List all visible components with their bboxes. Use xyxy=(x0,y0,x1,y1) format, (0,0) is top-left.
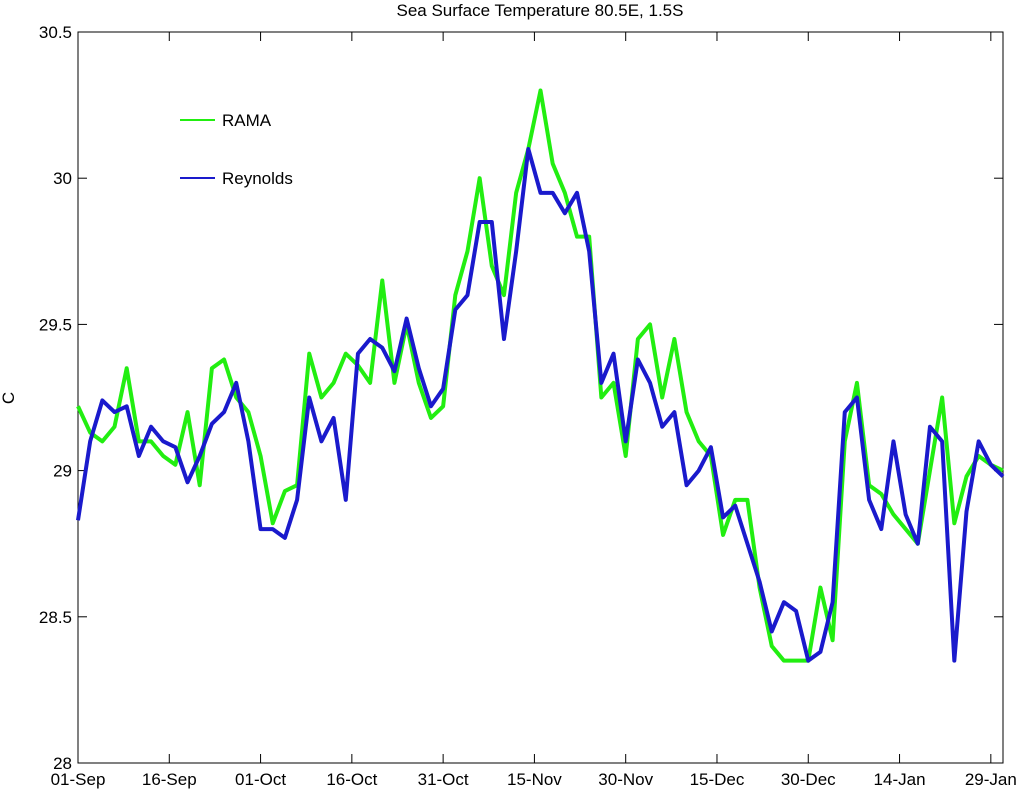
y-tick-label: 30.5 xyxy=(39,23,72,42)
x-tick-label: 16-Oct xyxy=(326,770,377,789)
legend-label: Reynolds xyxy=(222,169,293,188)
x-tick-label: 30-Dec xyxy=(781,770,836,789)
legend-label: RAMA xyxy=(222,111,272,130)
y-tick-label: 29.5 xyxy=(39,315,72,334)
y-tick-label: 30 xyxy=(53,169,72,188)
plot-frame xyxy=(77,31,1004,764)
x-tick-label: 15-Nov xyxy=(507,770,562,789)
x-tick-label: 31-Oct xyxy=(418,770,469,789)
x-tick-label: 14-Jan xyxy=(874,770,926,789)
y-tick-label: 28 xyxy=(53,754,72,773)
y-tick-label: 29 xyxy=(53,462,72,481)
x-tick-label: 30-Nov xyxy=(598,770,653,789)
series-line xyxy=(76,146,1005,663)
x-tick-label: 16-Sep xyxy=(142,770,197,789)
chart-title: Sea Surface Temperature 80.5E, 1.5S xyxy=(397,1,684,20)
x-tick-label: 01-Sep xyxy=(51,770,106,789)
y-axis-label: C xyxy=(0,392,18,404)
x-tick-label: 15-Dec xyxy=(690,770,745,789)
x-tick-label: 29-Jan xyxy=(965,770,1017,789)
y-tick-label: 28.5 xyxy=(39,608,72,627)
x-tick-label: 01-Oct xyxy=(235,770,286,789)
series-line xyxy=(76,88,1004,663)
